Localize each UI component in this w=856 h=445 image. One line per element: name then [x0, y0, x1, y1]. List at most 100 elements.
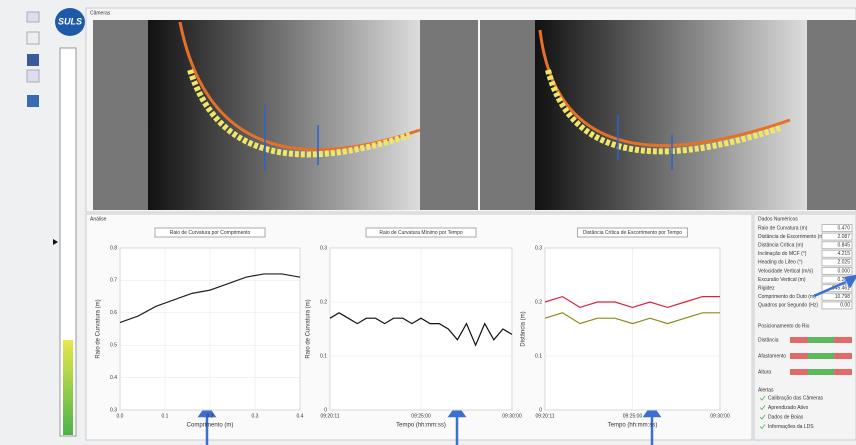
- y-tick-label: 0: [539, 407, 542, 413]
- alert-item: Dados de Boias: [768, 414, 804, 420]
- value-box: [821, 241, 853, 250]
- value-box: [821, 292, 853, 301]
- x-axis-label: Tempo (hh:mm:ss): [396, 423, 446, 429]
- y-tick-label: 0.6: [110, 310, 117, 316]
- x-tick-label: 0.2: [207, 413, 214, 419]
- data-line: [544, 295, 720, 309]
- alert-item: Calibração das Câmeras: [768, 395, 824, 401]
- data-value: 10.798: [835, 294, 851, 300]
- riser-points: [545, 69, 781, 155]
- data-value: 0.470: [837, 225, 850, 231]
- y-tick-label: 0.2: [535, 299, 542, 305]
- y-tick-label: 0.1: [320, 353, 327, 359]
- logo: [55, 8, 85, 36]
- position-label: Distância: [758, 337, 779, 343]
- chart-selector[interactable]: [154, 227, 266, 238]
- pause-button[interactable]: [27, 54, 39, 66]
- check-icon: [759, 405, 766, 411]
- side-content: Raio de Curvatura (m) 0.470 Distância de E…: [758, 224, 853, 430]
- data-line: [119, 273, 301, 324]
- y-axis-label: Raio de Curvatura (m): [306, 299, 312, 358]
- y-tick-label: 0.7: [110, 278, 117, 284]
- data-value: 2.025: [837, 260, 850, 266]
- x-tick-label: 09:25:00: [623, 413, 643, 419]
- y-axis-label: Raio de Curvatura (m): [96, 299, 102, 358]
- data-label: Velocidade Vertical (m/s): [758, 268, 813, 274]
- data-label: Rigidez: [758, 286, 775, 292]
- value-box: [821, 267, 853, 275]
- value-box: [821, 258, 853, 267]
- bar-green: [808, 353, 834, 359]
- bar-green: [808, 369, 834, 375]
- riser-points: [187, 69, 411, 158]
- y-tick-label: 0.4: [110, 375, 117, 381]
- file-button[interactable]: [26, 31, 40, 45]
- chart-title: Distância Crítica de Escorrimento por Te…: [583, 230, 682, 236]
- x-tick-label: 09:30:00: [502, 413, 522, 419]
- data-label: Distância de Escorrimento (m): [758, 234, 826, 240]
- x-tick-label: 09:30:00: [710, 413, 730, 419]
- x-tick-label: 0.3: [252, 413, 259, 419]
- check-icon: [759, 424, 766, 430]
- value-box: [821, 249, 853, 258]
- y-tick-label: 0.5: [110, 343, 117, 349]
- alert-item: Aprendizado Ativo: [768, 405, 809, 411]
- x-tick-label: 09:25:00: [411, 413, 431, 419]
- x-axis-label: Tempo (hh:mm:ss): [608, 423, 658, 429]
- x-tick-label: 09:20:11: [320, 413, 339, 419]
- data-line: [329, 312, 513, 347]
- data-label: Raio de Curvatura (m): [758, 225, 808, 231]
- alerts-title: Alertas: [758, 387, 774, 393]
- alert-item: Informações da LDS: [768, 424, 814, 430]
- gauge-fill: [63, 340, 73, 435]
- position-label: Afastamento: [758, 353, 786, 359]
- positioning-title: Posicionamento do Rio: [758, 323, 810, 329]
- camera-title: Câmeras: [90, 10, 111, 16]
- data-label: Distância Crítica (m): [758, 243, 804, 249]
- y-tick-label: 0.3: [320, 245, 327, 251]
- data-label: Comprimento do Duto (m): [758, 294, 816, 300]
- data-label: Excursão Vertical (m): [758, 277, 806, 283]
- view-button[interactable]: [27, 95, 39, 107]
- x-tick-label: 09:20:11: [535, 413, 554, 419]
- data-line: [544, 312, 720, 325]
- settings-button[interactable]: [26, 69, 40, 83]
- y-tick-label: 0.3: [110, 407, 117, 413]
- bar-green: [808, 337, 834, 343]
- logo-text: SULS: [58, 16, 82, 26]
- y-tick-label: 0.2: [320, 299, 327, 305]
- numeric-title: Dados Numéricos: [758, 216, 798, 222]
- x-tick-label: 0.0: [117, 413, 124, 419]
- data-label: Heading do Lifeo (°): [758, 260, 803, 266]
- camera-left-image: [148, 20, 420, 210]
- gauge-pointer: [53, 239, 58, 245]
- data-value: 0.00: [840, 303, 850, 309]
- data-value: 2.087: [837, 234, 850, 240]
- data-value: 4.215: [837, 251, 850, 257]
- x-axis-label: Comprimento (m): [187, 423, 234, 429]
- chart-title: Raio de Curvatura por Comprimento: [170, 230, 251, 236]
- y-tick-label: 0.8: [110, 245, 117, 251]
- analysis-title: Análise: [90, 216, 107, 222]
- data-label: Quadros por Segundo (Hz): [758, 303, 818, 309]
- chart-selector[interactable]: [577, 227, 688, 238]
- y-axis-label: Distância (m): [521, 311, 527, 346]
- data-value: 0.000: [837, 268, 850, 274]
- value-box: [821, 232, 853, 241]
- data-value: 945.461: [832, 286, 850, 292]
- y-tick-label: 0.3: [535, 245, 542, 251]
- data-value: 0.845: [837, 243, 850, 249]
- position-label: Altura: [758, 369, 771, 375]
- value-box: [821, 224, 853, 232]
- chart-title: Raio de Curvatura Mínimo por Tempo: [379, 230, 462, 236]
- data-value: 0.204: [837, 277, 850, 283]
- value-box: [821, 301, 853, 310]
- camera-right-image: [535, 20, 807, 210]
- y-tick-label: 0.1: [535, 353, 542, 359]
- gauge: [59, 47, 77, 437]
- chart-selector[interactable]: [365, 227, 477, 238]
- menu-button[interactable]: [26, 11, 40, 23]
- check-icon: [759, 395, 766, 401]
